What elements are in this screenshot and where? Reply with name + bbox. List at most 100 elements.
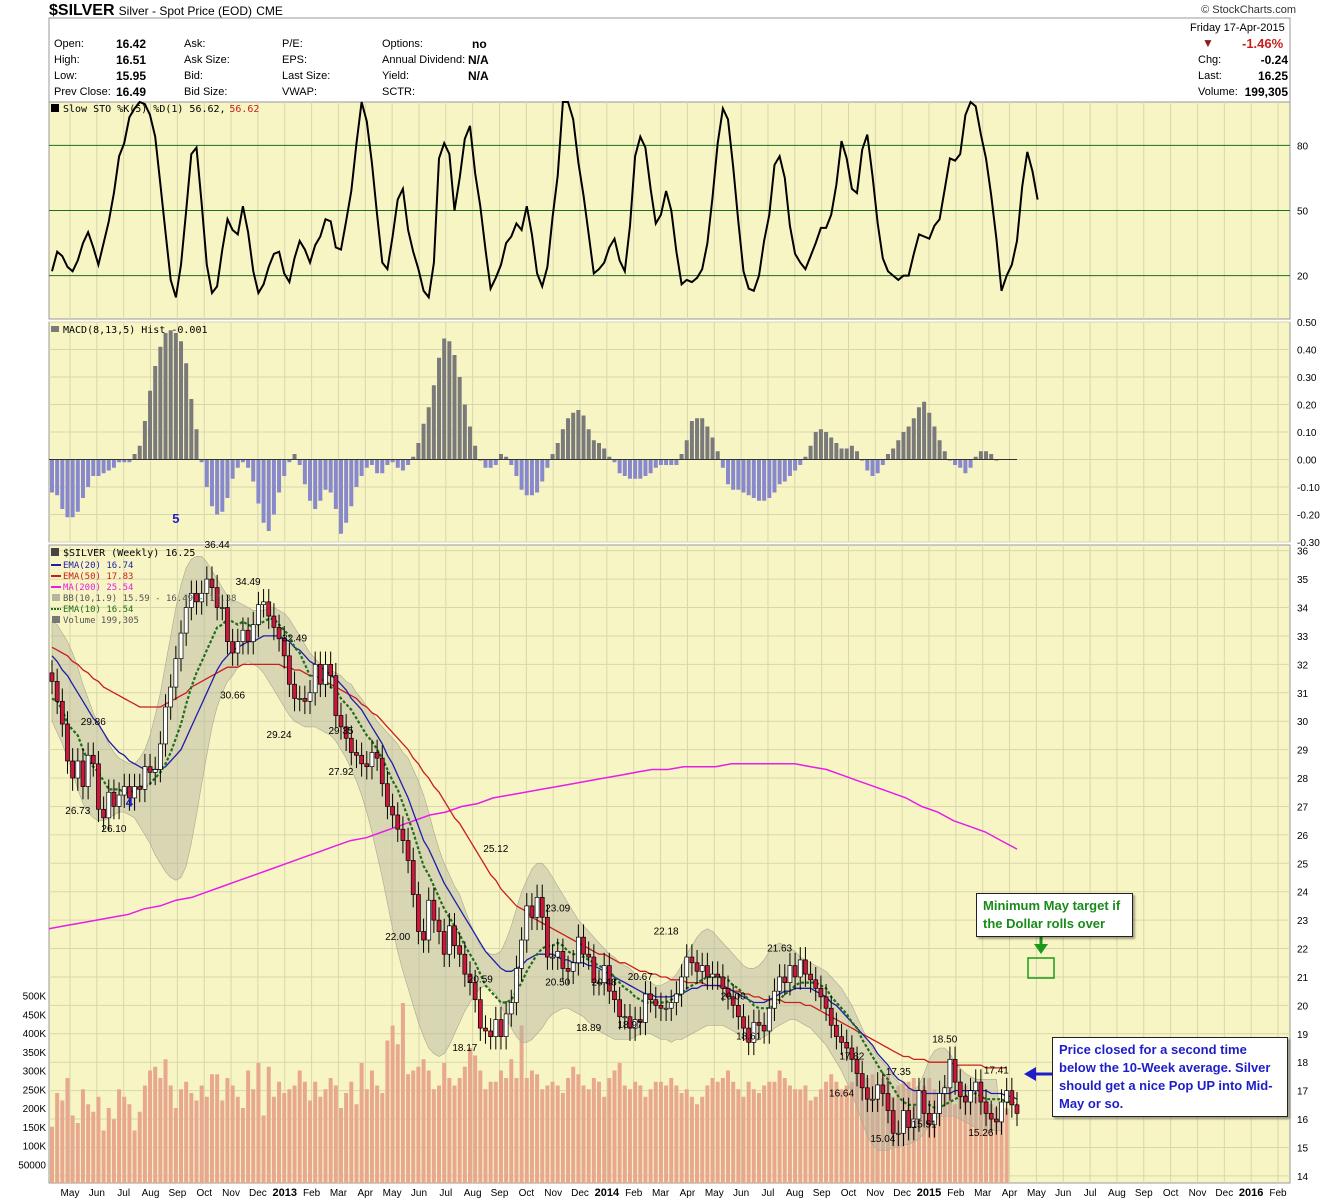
quote-value-high: 16.51: [116, 53, 147, 67]
macd-hist-bar: [65, 459, 70, 518]
candle-body: [632, 1019, 638, 1029]
price-annotation: 18.89: [576, 1023, 601, 1034]
candle-body: [493, 1019, 499, 1037]
volume-bar: [282, 1093, 287, 1183]
candle-body: [152, 769, 158, 773]
x-tick-label: Mar: [652, 1188, 670, 1199]
volume-bar: [514, 1078, 519, 1183]
price-annotation: 15.51: [912, 1120, 937, 1131]
candle-body: [96, 763, 101, 810]
sto-legend-swatch: [51, 104, 59, 112]
volume-y-tick-label: 400K: [23, 1029, 47, 1040]
candle-body: [746, 1027, 752, 1043]
quote-label-dividend: Annual Dividend:: [382, 54, 466, 66]
x-tick-label: Dec: [1215, 1188, 1233, 1199]
macd-hist-bar: [695, 418, 700, 460]
candle-body: [539, 897, 545, 918]
candle-body: [637, 1019, 643, 1023]
candle-body: [271, 615, 277, 628]
macd-hist-bar: [266, 459, 271, 531]
macd-hist-bar: [148, 390, 153, 460]
volume-bar: [173, 1108, 178, 1183]
macd-hist-bar: [720, 459, 725, 468]
quote-label-pe: P/E:: [282, 38, 303, 50]
macd-hist-bar: [457, 377, 462, 460]
macd-hist-bar: [576, 410, 581, 460]
volume-bar: [648, 1089, 653, 1183]
macd-hist-bar: [741, 459, 746, 493]
volume-bar: [504, 1078, 509, 1183]
price-annotation: 29.24: [267, 730, 292, 741]
macd-hist-bar: [767, 459, 772, 498]
volume-bar: [199, 1085, 204, 1183]
price-y-tick-label: 23: [1297, 916, 1309, 927]
macd-hist-bar: [643, 459, 648, 476]
candle-body: [895, 1132, 901, 1135]
volume-bar: [715, 1081, 720, 1183]
macd-hist-bar: [364, 459, 369, 468]
candle-body: [219, 607, 225, 609]
macd-hist-bar: [514, 459, 519, 476]
candle-body: [921, 1090, 927, 1114]
macd-y-tick-label: 0.40: [1297, 346, 1317, 357]
candle-body: [978, 1081, 984, 1103]
volume-bar: [111, 1119, 116, 1183]
volume-bar: [442, 1063, 447, 1183]
macd-hist-bar: [369, 459, 374, 465]
volume-bar: [756, 1093, 761, 1183]
candle-body: [111, 791, 117, 807]
candle-body: [467, 973, 473, 983]
volume-bar: [364, 1089, 369, 1183]
volume-bar: [158, 1078, 163, 1183]
macd-hist-bar: [560, 429, 565, 460]
macd-y-tick-label: -0.20: [1297, 511, 1320, 522]
price-y-tick-label: 30: [1297, 717, 1309, 728]
macd-hist-bar: [251, 459, 256, 482]
macd-hist-bar: [896, 440, 901, 460]
macd-hist-bar: [875, 459, 880, 474]
macd-hist-bar: [586, 429, 591, 460]
candle-body: [999, 1101, 1004, 1123]
legend-swatch: [52, 616, 60, 623]
price-annotation: 34.49: [236, 577, 261, 588]
macd-hist-bar: [545, 459, 550, 468]
volume-bar: [184, 1081, 189, 1183]
macd-y-tick-label: 0.20: [1297, 401, 1317, 412]
volume-bar: [746, 1081, 751, 1183]
candle-body: [792, 965, 798, 978]
macd-hist-bar: [597, 443, 602, 460]
sto-line: [51, 100, 1039, 300]
quote-value-chg: -0.24: [1260, 53, 1288, 67]
volume-bar: [720, 1078, 725, 1183]
volume-bar: [323, 1089, 328, 1183]
volume-bar: [204, 1096, 209, 1183]
macd-hist-bar: [958, 459, 963, 468]
macd-hist-bar: [736, 459, 741, 490]
volume-bar: [963, 1085, 968, 1183]
macd-hist-bar: [437, 357, 442, 460]
volume-bar: [91, 1111, 96, 1183]
macd-hist-bar: [844, 448, 849, 460]
volume-bar: [777, 1070, 782, 1183]
quote-label-prev-close: Prev Close:: [54, 86, 111, 98]
macd-hist-bar: [246, 459, 251, 468]
x-tick-label: Nov: [1189, 1188, 1207, 1199]
quote-label-bid: Bid:: [184, 70, 203, 82]
volume-bar: [529, 1070, 534, 1183]
macd-hist-bar: [111, 459, 116, 468]
quote-label-ask-size: Ask Size:: [184, 54, 230, 66]
price-y-tick-label: 18: [1297, 1058, 1309, 1069]
volume-bar: [338, 1108, 343, 1183]
macd-hist-bar: [555, 443, 560, 460]
candle-body: [163, 706, 168, 745]
volume-bar: [664, 1085, 669, 1183]
macd-hist-bar: [674, 459, 679, 465]
candle-body: [364, 763, 370, 768]
volume-bar: [153, 1066, 158, 1183]
volume-bar: [767, 1081, 772, 1183]
volume-bar: [359, 1063, 364, 1183]
macd-hist-bar: [782, 459, 787, 482]
macd-hist-bar: [194, 429, 199, 460]
candle-body: [529, 905, 535, 918]
macd-hist-bar: [911, 418, 916, 460]
